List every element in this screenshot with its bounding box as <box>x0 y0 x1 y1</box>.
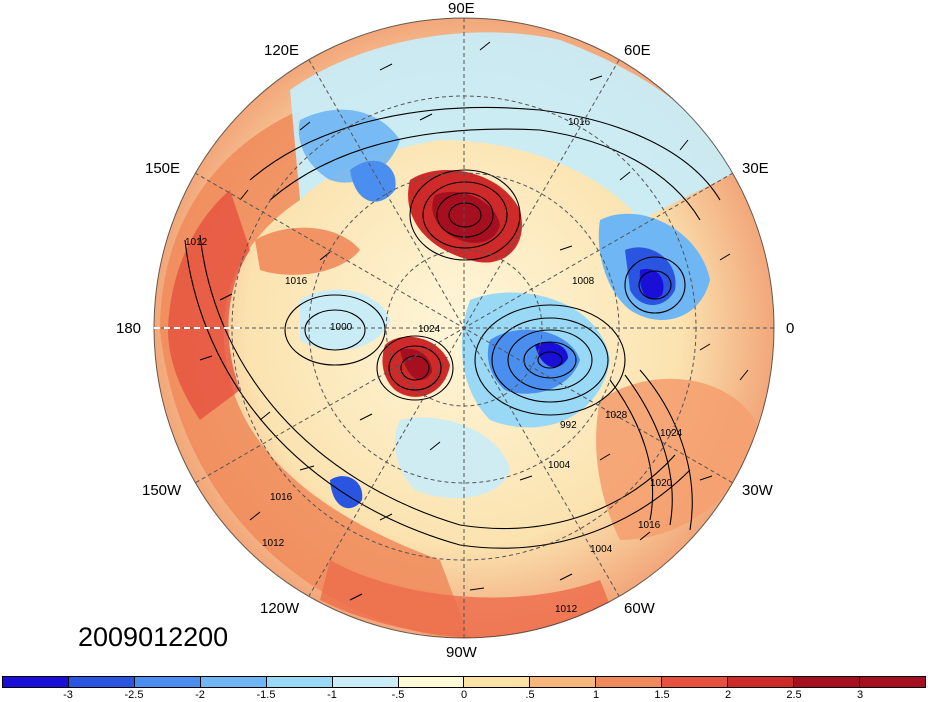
colorbar-tick-label: 3 <box>856 689 864 701</box>
longitude-label-150e: 150E <box>145 160 181 177</box>
graticule <box>154 18 774 638</box>
colorbar-tick-label: 2 <box>724 689 732 701</box>
timestamp-label: 2009012200 <box>78 622 229 652</box>
polar-map: 1016 1012 1016 1008 1004 1000 992 1028 1… <box>153 17 775 639</box>
colorbar-swatch <box>464 677 531 687</box>
contour-label: 1004 <box>548 460 571 471</box>
colorbar-swatch <box>3 677 69 687</box>
contour-label: 1000 <box>330 322 353 333</box>
colorbar-tick-label: 2.5 <box>786 689 802 701</box>
contour-label: 1016 <box>568 117 591 128</box>
longitude-label-150w: 150W <box>142 482 182 499</box>
colorbar-tick-label: -1.5 <box>256 689 276 701</box>
contour-label: 1008 <box>572 276 595 287</box>
colorbar <box>2 676 926 688</box>
colorbar-swatch <box>859 677 925 687</box>
contour-label: 1016 <box>285 276 308 287</box>
longitude-label-30e: 30E <box>742 160 769 177</box>
colorbar-swatch <box>134 677 201 687</box>
contour-label: 1012 <box>262 538 285 549</box>
colorbar-swatch <box>200 677 267 687</box>
longitude-label-120e: 120E <box>264 42 300 59</box>
longitude-label-180: 180 <box>116 320 142 337</box>
colorbar-labels: -3 -2.5 -2 -1.5 -1 -.5 0 .5 1 1.5 2 2.5 3 <box>2 689 926 702</box>
contour-label: 992 <box>560 420 577 431</box>
contour-label: 1004 <box>590 544 613 555</box>
longitude-label-60e: 60E <box>624 42 651 59</box>
colorbar-swatch <box>794 677 860 687</box>
longitude-label-90w: 90W <box>446 644 477 661</box>
longitude-label-120w: 120W <box>260 600 300 617</box>
colorbar-tick-label: 1 <box>592 689 600 701</box>
colorbar-tick-label: -3 <box>63 689 73 701</box>
colorbar-tick-label: .5 <box>525 689 535 701</box>
longitude-label-60w: 60W <box>624 600 655 617</box>
contour-label: 1024 <box>418 324 441 335</box>
longitude-label-90e: 90E <box>448 0 475 17</box>
colorbar-swatch <box>662 677 729 687</box>
wind-barbs <box>199 41 749 601</box>
colorbar-swatch <box>398 677 465 687</box>
contour-labels: 1016 1012 1016 1008 1004 1000 992 1028 1… <box>185 117 683 615</box>
contour-label: 1016 <box>270 492 293 503</box>
colorbar-swatch <box>332 677 399 687</box>
pressure-contours <box>184 106 721 549</box>
colorbar-swatch <box>596 677 663 687</box>
colorbar-swatch <box>530 677 597 687</box>
colorbar-swatch <box>266 677 333 687</box>
contour-label: 1020 <box>650 478 673 489</box>
colorbar-tick-label: -.5 <box>391 689 405 701</box>
longitude-label-0: 0 <box>786 320 795 337</box>
colorbar-tick-label: -2 <box>195 689 205 701</box>
contour-label: 1024 <box>660 428 683 439</box>
colorbar-tick-label: -1 <box>327 689 337 701</box>
contour-label: 1028 <box>605 410 628 421</box>
colorbar-swatch <box>68 677 135 687</box>
contour-label: 1016 <box>638 520 661 531</box>
colorbar-swatch <box>728 677 795 687</box>
colorbar-tick-label: -2.5 <box>124 689 144 701</box>
longitude-label-30w: 30W <box>742 482 773 499</box>
contour-label: 1012 <box>185 237 208 248</box>
colorbar-tick-label: 0 <box>460 689 468 701</box>
colorbar-tick-label: 1.5 <box>654 689 670 701</box>
contour-label: 1012 <box>555 604 578 615</box>
